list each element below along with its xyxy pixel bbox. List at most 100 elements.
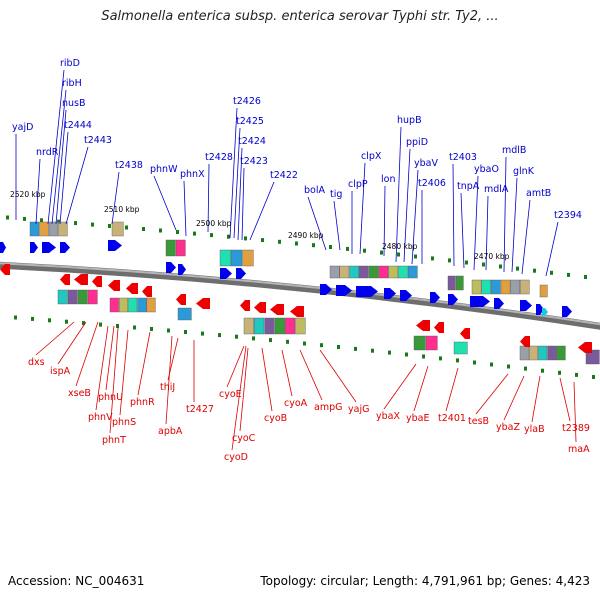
gene-label-tig: tig [330,189,342,200]
leader-line [75,321,99,387]
feature-block [285,317,296,335]
tick-lower [575,372,578,377]
reverse-gene-arrow [434,322,444,333]
tick-upper [346,246,349,251]
ruler-label: 2480 kbp [382,242,418,251]
leader-line [55,109,67,225]
reverse-gene-arrow [196,298,210,309]
gene-label-tesB: tesB [468,416,489,427]
forward-gene-arrow [60,242,70,253]
leader-line [261,347,273,412]
summary-text: Topology: circular; Length: 4,791,961 bp… [260,574,590,588]
leader-line [445,367,459,412]
leader-line [319,349,357,403]
feature-block [455,275,464,291]
tick-lower [252,336,255,341]
gene-label-t2428: t2428 [205,152,233,163]
leader-line [239,347,249,432]
leader-line [281,349,293,397]
gene-label-t2389: t2389 [562,423,590,434]
gene-label-glnK: glnK [513,166,535,177]
gene-label-phnS: phnS [112,417,136,428]
tick-lower [150,327,153,331]
gene-label-thiJ: thiJ [160,382,175,393]
gene-label-clpP: clpP [348,179,368,190]
reverse-gene-arrow [290,306,304,317]
feature-block [556,345,566,361]
tick-lower [354,346,357,351]
gene-label-t2406: t2406 [418,178,446,189]
tick-lower [439,356,442,361]
tick-lower [31,316,34,321]
tick-lower [201,331,204,336]
leader-line [413,365,429,412]
feature-block [137,297,147,313]
gene-label-t2427: t2427 [186,404,214,415]
leader-line [35,321,75,356]
gene-label-ppiD: ppiD [406,137,428,148]
forward-gene-arrow [400,290,412,301]
gene-label-phnR: phnR [130,397,155,408]
tick-upper [91,222,94,227]
tick-upper [567,272,570,277]
feature-block [58,221,68,237]
feature-block [39,221,49,237]
map-title: Salmonella enterica subsp. enterica sero… [101,9,499,24]
ruler-label: 2510 kbp [104,205,140,214]
forward-gene-arrow [0,242,6,253]
gene-label-ampG: ampG [314,402,342,413]
gene-label-ybaZ: ybaZ [496,422,520,433]
gene-label-phnW: phnW [150,164,178,175]
forward-gene-arrow [470,296,490,307]
gene-label-ybaO: ybaO [474,164,499,175]
tick-upper [193,231,196,236]
tick-lower [371,348,374,353]
gene-label-t2444: t2444 [64,120,92,131]
tick-upper [363,248,366,253]
leader-line [460,192,465,269]
leader-line [237,147,243,241]
tick-upper [448,258,451,263]
feature-block [264,317,275,335]
gene-label-t2426: t2426 [233,96,261,107]
leader-line [105,325,115,391]
leader-line [452,163,455,267]
gene-label-ybaX: ybaX [376,411,400,422]
leader-line [35,158,41,225]
feature-block [109,297,119,313]
tick-lower [184,330,187,334]
gene-label-ribH: ribH [62,78,82,89]
feature-block [481,279,492,295]
leader-line [503,375,525,421]
leader-line [359,162,366,255]
tick-lower [133,325,136,330]
forward-gene-arrow [178,264,186,275]
forward-gene-arrow [166,262,176,273]
leader-line [47,69,65,225]
leader-line [241,167,245,241]
tick-lower [82,321,85,326]
gene-label-ybaV: ybaV [414,158,438,169]
tick-lower [337,345,340,349]
tick-lower [524,366,527,371]
ruler-label: 2520 kbp [10,190,46,199]
gene-label-mdlB: mdlB [502,145,526,156]
reverse-gene-arrow [416,320,430,331]
reverse-gene-arrow [108,280,120,291]
tick-lower [167,328,170,333]
tick-upper [210,233,213,238]
feature-block [388,265,399,279]
leader-line [333,200,341,251]
gene-label-phnT: phnT [102,435,126,446]
feature-block [165,239,176,257]
feature-block [349,265,360,279]
leader-line [119,329,129,416]
gene-label-lon: lon [381,174,395,185]
tick-upper [431,256,434,261]
tick-lower [218,333,221,338]
forward-gene-arrow [520,300,532,311]
tick-lower [99,322,102,327]
feature-block [585,349,600,365]
